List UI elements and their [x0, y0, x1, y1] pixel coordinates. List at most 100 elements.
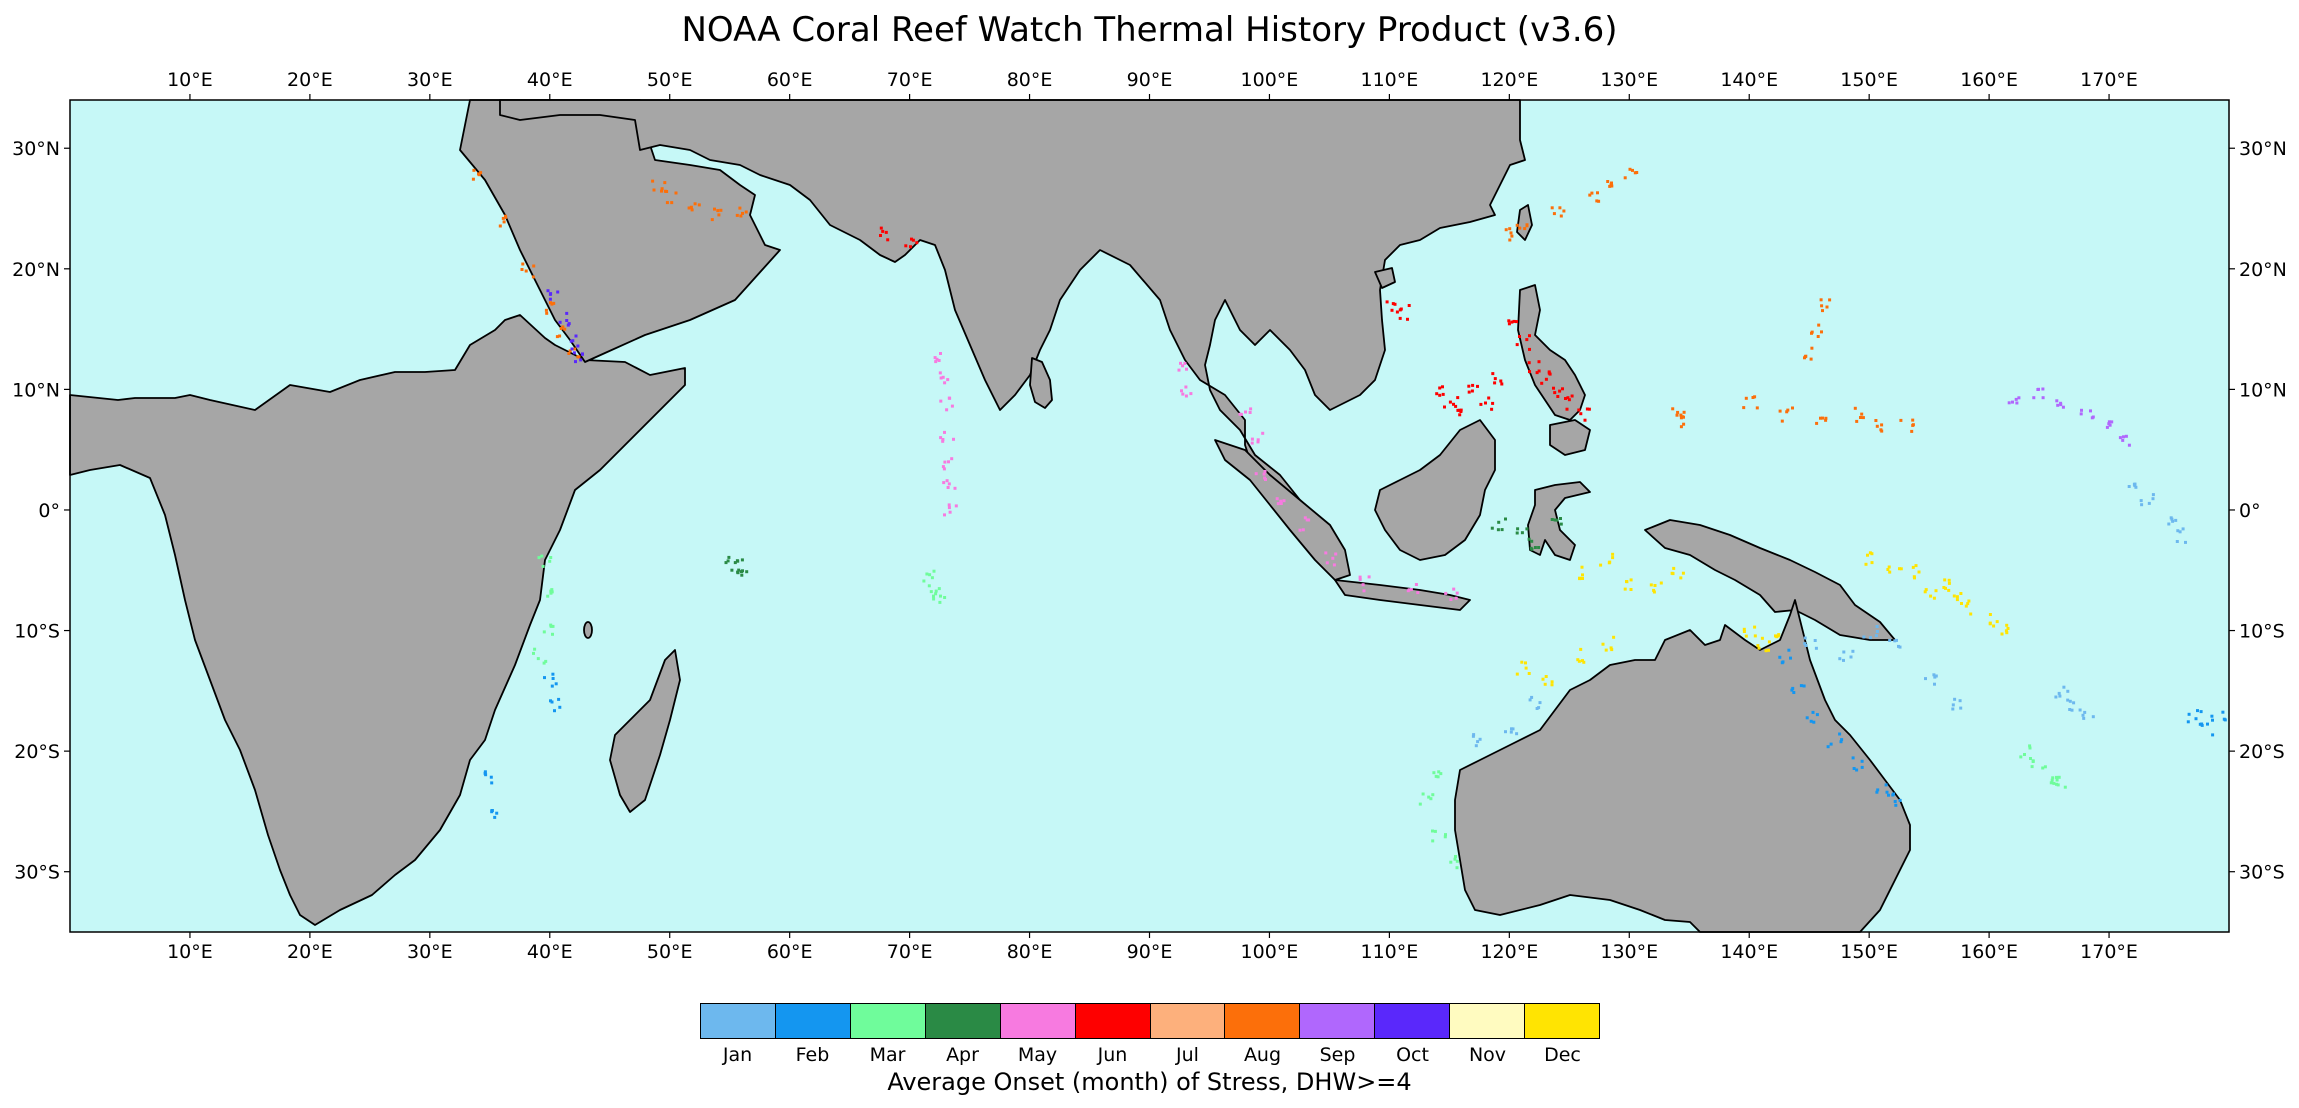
stress-pixel — [1444, 591, 1448, 595]
stress-pixel — [546, 289, 550, 293]
colorbar-label-jun: Jun — [1097, 1044, 1128, 1066]
stress-pixel — [1441, 392, 1445, 396]
stress-pixel — [1876, 788, 1880, 792]
stress-pixel — [543, 676, 546, 680]
stress-pixel — [1840, 738, 1844, 742]
stress-pixel — [484, 773, 488, 777]
stress-pixel — [2062, 685, 2066, 689]
lon-tick-label-bottom: 150°E — [1840, 941, 1898, 963]
axis-ticks: 10°E 10°E 20°E 20°E 30°E 30°E 40°E 40°E 50°E 50°E… — [12, 69, 2287, 963]
stress-pixel — [2072, 701, 2076, 705]
stress-pixel — [1499, 379, 1503, 383]
stress-pixel — [1755, 406, 1759, 410]
stress-pixel — [1852, 767, 1856, 770]
stress-pixel — [1947, 588, 1951, 592]
stress-pixel — [1507, 319, 1511, 323]
stress-pixel — [1611, 552, 1615, 556]
stress-pixel — [1917, 570, 1921, 574]
stress-pixel — [1555, 518, 1559, 522]
stress-pixel — [1888, 639, 1892, 642]
stress-pixel — [1870, 552, 1874, 556]
stress-pixel — [1590, 191, 1594, 195]
stress-region-banda-sea — [1578, 552, 1685, 594]
stress-pixel — [477, 172, 480, 176]
stress-pixel — [1839, 740, 1843, 744]
stress-pixel — [1398, 308, 1402, 312]
stress-pixel — [1604, 648, 1608, 652]
stress-pixel — [1429, 797, 1433, 801]
stress-pixel — [1934, 589, 1938, 593]
stress-pixel — [1855, 419, 1859, 423]
stress-pixel — [546, 594, 550, 598]
stress-pixel — [909, 245, 912, 249]
stress-pixel — [1875, 424, 1879, 428]
stress-pixel — [532, 651, 535, 655]
taiwan — [1516, 204, 1533, 241]
stress-pixel — [521, 262, 525, 266]
colorbar-swatch-aug — [1225, 1004, 1301, 1038]
stress-pixel — [945, 479, 949, 483]
lon-tick-label-bottom: 110°E — [1360, 941, 1418, 963]
stress-pixel — [947, 482, 951, 486]
stress-pixel — [2057, 775, 2061, 779]
stress-pixel — [1184, 385, 1188, 389]
stress-pixel — [2014, 397, 2018, 401]
stress-pixel — [932, 594, 935, 598]
stress-pixel — [2127, 485, 2131, 488]
stress-pixel — [1671, 407, 1675, 411]
stress-pixel — [910, 237, 913, 241]
stress-pixel — [1897, 644, 1900, 648]
stress-pixel — [1414, 583, 1418, 586]
stress-pixel — [545, 311, 549, 315]
stress-pixel — [1785, 410, 1789, 414]
stress-pixel — [558, 334, 562, 338]
stress-pixel — [1541, 677, 1545, 681]
stress-pixel — [1606, 180, 1610, 183]
stress-pixel — [2056, 783, 2060, 787]
stress-pixel — [1472, 733, 1476, 737]
lon-tick-label-bottom: 50°E — [647, 941, 693, 963]
stress-pixel — [2199, 710, 2203, 714]
stress-pixel — [1527, 537, 1531, 541]
stress-pixel — [1537, 369, 1541, 373]
stress-pixel — [1803, 355, 1807, 359]
stress-pixel — [1753, 625, 1757, 629]
stress-pixel — [1778, 409, 1782, 413]
lon-tick-label-top: 80°E — [1007, 69, 1053, 91]
stress-pixel — [553, 709, 556, 713]
stress-pixel — [2178, 530, 2182, 534]
stress-pixel — [524, 269, 528, 273]
stress-pixel — [927, 584, 931, 588]
stress-pixel — [1509, 231, 1513, 235]
stress-pixel — [928, 573, 932, 577]
lon-tick-label-top: 100°E — [1241, 69, 1299, 91]
stress-pixel — [1238, 412, 1242, 416]
stress-pixel — [1455, 859, 1459, 863]
stress-pixel — [551, 624, 555, 628]
stress-pixel — [881, 229, 885, 233]
stress-pixel — [1391, 302, 1395, 306]
stress-pixel — [1456, 396, 1460, 400]
stress-region-mariana-islands — [1803, 298, 1832, 361]
stress-pixel — [1550, 206, 1554, 210]
stress-region-kiribati — [2127, 482, 2187, 544]
lon-tick-label-top: 130°E — [1600, 69, 1658, 91]
stress-pixel — [1525, 527, 1529, 531]
stress-region-fiji — [2186, 709, 2227, 737]
stress-pixel — [2091, 715, 2095, 719]
stress-pixel — [1553, 391, 1557, 395]
stress-pixel — [2006, 627, 2010, 630]
stress-pixel — [740, 558, 744, 562]
month-colorbar-labels: Jan Feb Mar Apr May Jun Jul Aug Sep Oct Nov Dec — [700, 1044, 1600, 1066]
stress-pixel — [1875, 625, 1879, 628]
africa — [69, 314, 686, 926]
lon-tick-label-top: 10°E — [167, 69, 213, 91]
stress-pixel — [1581, 659, 1584, 663]
stress-pixel — [565, 311, 569, 315]
stress-pixel — [2110, 420, 2114, 424]
stress-pixel — [1951, 703, 1955, 707]
stress-pixel — [2057, 691, 2061, 695]
stress-pixel — [947, 506, 951, 510]
stress-pixel — [1523, 227, 1527, 231]
stress-pixel — [1544, 377, 1548, 381]
